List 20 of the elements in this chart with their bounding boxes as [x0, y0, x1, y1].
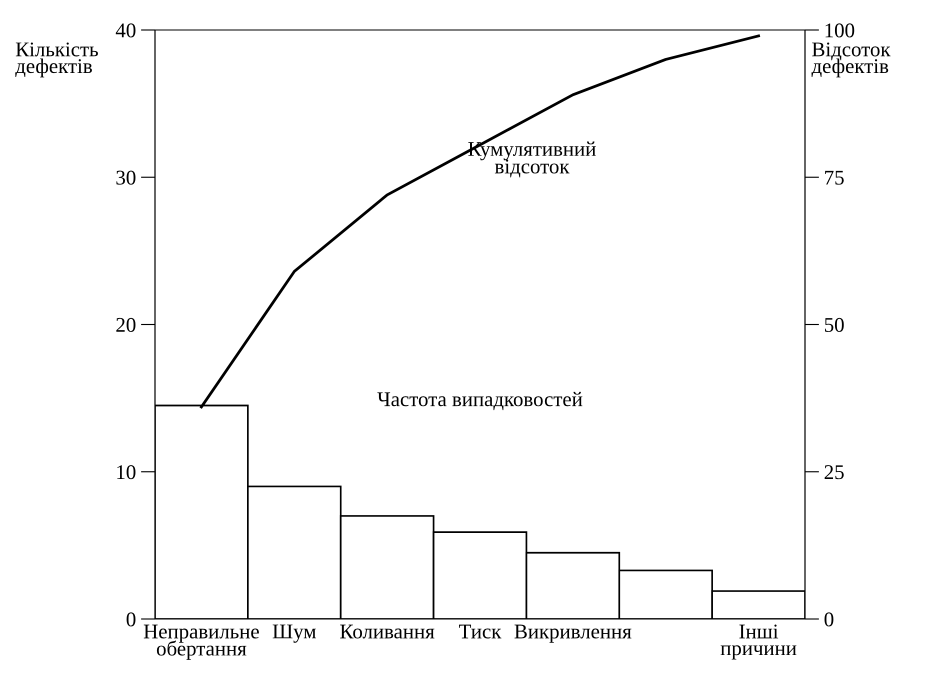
y-tick-label: 30	[116, 170, 136, 185]
x-tick-label: Викривлення	[514, 624, 632, 643]
x-tick-label: Шум	[272, 624, 316, 643]
y-axis-title: Кількість дефектів	[15, 42, 98, 78]
y2-tick-label: 75	[825, 170, 844, 185]
x-tick-label: Інші причини	[720, 624, 796, 660]
x-tick-label: Тиск	[459, 624, 502, 639]
y2-tick-label: 0	[824, 612, 834, 626]
y2-tick-label: 50	[824, 318, 844, 332]
y2-tick-label: 25	[824, 465, 844, 480]
y-tick-label: 10	[117, 465, 136, 480]
x-tick-label: Коливання	[340, 624, 434, 639]
y-tick-label: 20	[116, 318, 136, 332]
annotation: Частота випадковостей	[377, 392, 582, 410]
y-tick-label: 40	[116, 23, 136, 38]
x-tick-label: Неправильне обертання	[144, 624, 259, 660]
y2-axis-title: Відсоток дефектів	[812, 42, 891, 78]
y-tick-label: 0	[126, 612, 136, 626]
annotation: Кумулятивний відсоток	[468, 142, 596, 178]
y2-tick-label: 100	[826, 23, 854, 38]
